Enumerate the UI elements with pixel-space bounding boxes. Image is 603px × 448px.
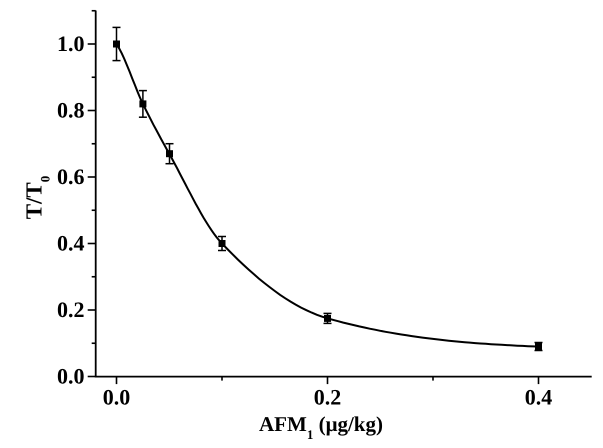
svg-text:0.2: 0.2 bbox=[314, 384, 342, 409]
svg-text:0.4: 0.4 bbox=[57, 231, 85, 256]
svg-text:0.0: 0.0 bbox=[103, 384, 131, 409]
svg-text:0.8: 0.8 bbox=[57, 98, 85, 123]
svg-text:0.0: 0.0 bbox=[57, 364, 85, 389]
svg-text:0.2: 0.2 bbox=[57, 297, 85, 322]
svg-text:1.0: 1.0 bbox=[57, 31, 85, 56]
svg-text:0.6: 0.6 bbox=[57, 164, 85, 189]
svg-text:0.4: 0.4 bbox=[525, 384, 553, 409]
